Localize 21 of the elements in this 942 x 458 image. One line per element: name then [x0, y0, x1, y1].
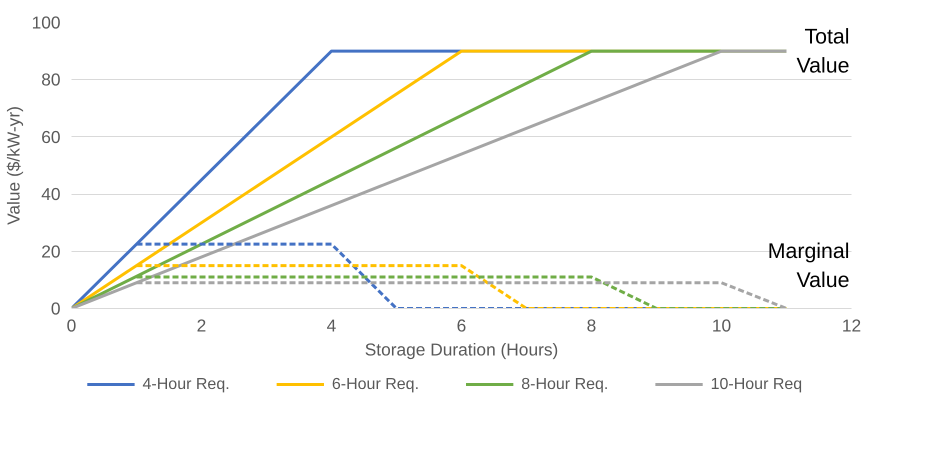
x-tick-label: 0	[66, 316, 76, 336]
x-tick-label: 12	[842, 316, 862, 336]
y-tick-label: 40	[41, 184, 61, 204]
y-tick-label: 80	[41, 70, 61, 90]
x-tick-label: 4	[326, 316, 337, 336]
annotation: Marginal Value	[768, 239, 850, 292]
legend-label: 10-Hour Req	[710, 376, 802, 393]
annotation: Total Value	[796, 24, 850, 78]
y-tick-label: 0	[50, 298, 61, 318]
legend-label: 8-Hour Req.	[521, 376, 608, 393]
x-axis-title: Storage Duration (Hours)	[364, 340, 558, 360]
y-tick-label: 100	[32, 12, 61, 32]
x-tick-label: 8	[586, 316, 596, 336]
legend-label: 4-Hour Req.	[142, 376, 230, 393]
y-tick-label: 20	[41, 241, 61, 262]
x-tick-label: 10	[712, 316, 732, 336]
y-axis-title: Value ($/kW-yr)	[4, 106, 24, 225]
x-tick-label: 2	[196, 316, 206, 336]
legend-label: 6-Hour Req.	[332, 376, 420, 393]
x-tick-label: 6	[456, 316, 466, 336]
y-tick-label: 60	[41, 126, 61, 147]
